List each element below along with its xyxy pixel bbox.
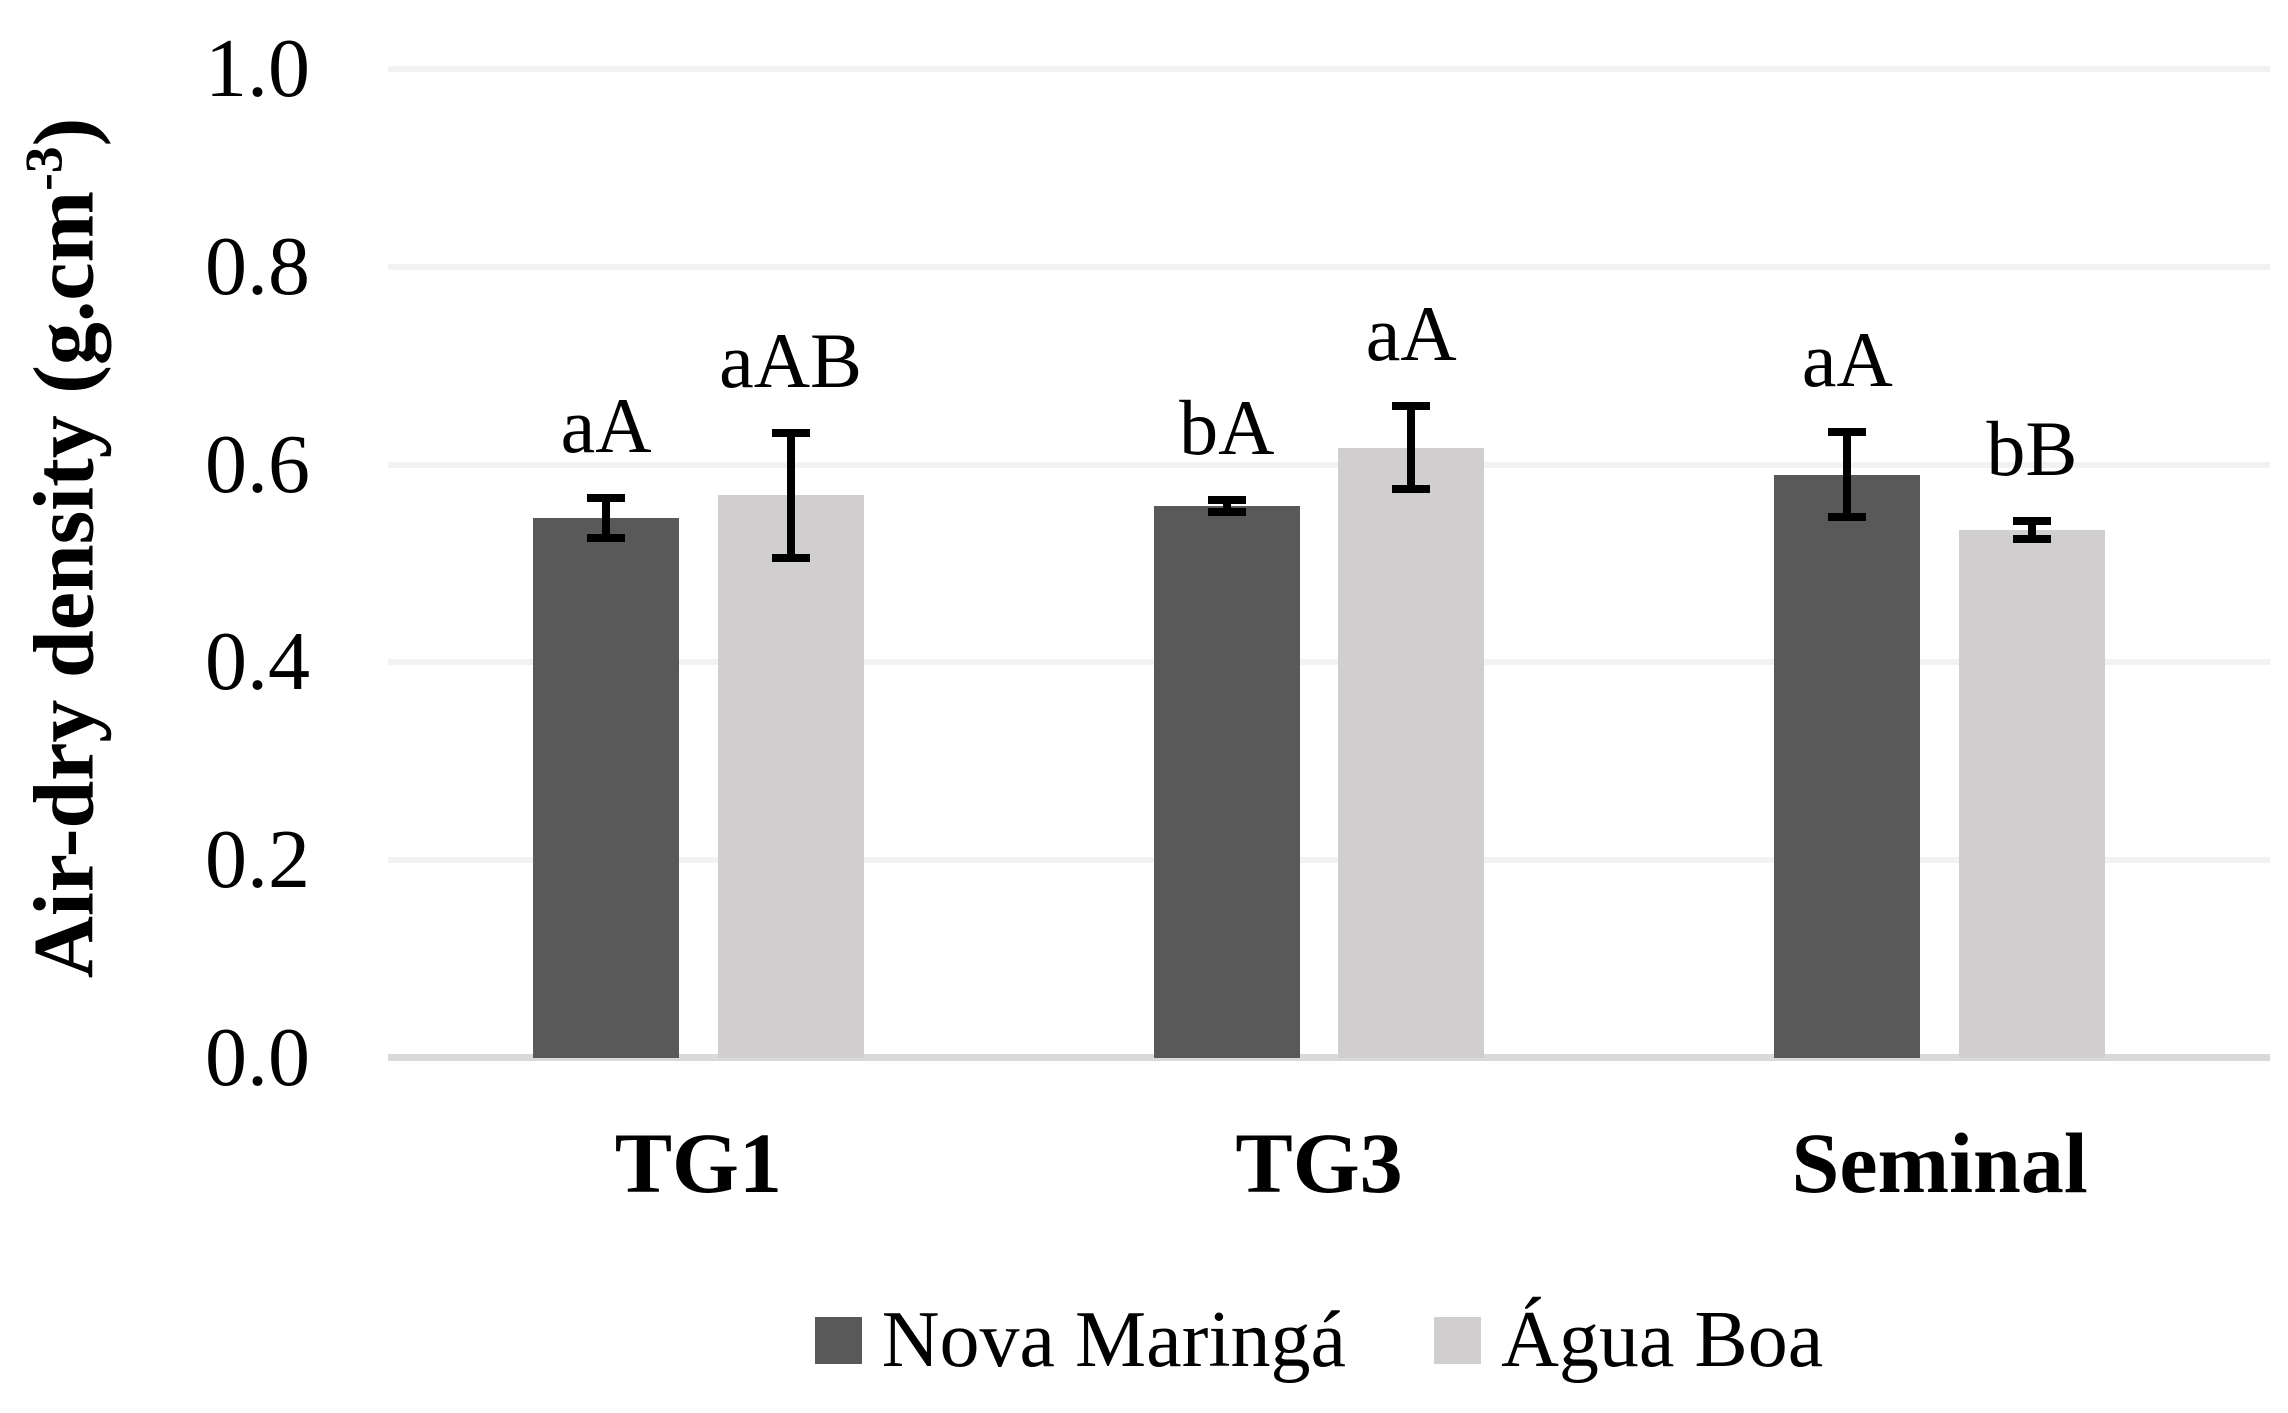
bar-annotation-agua-boa-tg3: aA <box>1365 290 1457 378</box>
error-bar-cap-bottom-agua-boa-tg3 <box>1392 485 1431 494</box>
error-bar-agua-boa-tg1 <box>786 432 795 558</box>
legend-item-agua-boa: Água Boa <box>1434 1300 1823 1380</box>
bar-nova-maringa-tg3 <box>1153 506 1300 1058</box>
error-bar-cap-bottom-nova-maringa-tg3 <box>1207 508 1246 517</box>
error-bar-cap-top-agua-boa-tg1 <box>771 428 810 437</box>
gridline-0.8 <box>388 263 2270 270</box>
bar-agua-boa-seminal <box>1958 529 2105 1058</box>
error-bar-cap-bottom-agua-boa-seminal <box>2012 534 2051 543</box>
bar-annotation-agua-boa-tg1: aAB <box>719 316 863 404</box>
y-tick-label-0.0: 0.0 <box>205 1011 310 1104</box>
x-axis-line <box>388 1054 2270 1061</box>
bar-nova-maringa-seminal <box>1774 474 1921 1058</box>
plot-area: aA bA aA aAB aA bB <box>388 66 2270 1061</box>
legend-label-nova-maringa: Nova Maringá <box>881 1296 1347 1384</box>
bar-agua-boa-tg1 <box>717 495 864 1058</box>
error-bar-cap-top-agua-boa-tg3 <box>1392 402 1431 411</box>
y-axis-title-end: ) <box>15 117 112 147</box>
error-bar-cap-top-nova-maringa-tg1 <box>587 494 626 503</box>
bar-annotation-agua-boa-seminal: bB <box>1986 404 2078 492</box>
y-tick-label-0.8: 0.8 <box>205 219 310 313</box>
legend-item-nova-maringa: Nova Maringá <box>814 1296 1347 1384</box>
error-bar-cap-top-agua-boa-seminal <box>2012 516 2051 525</box>
bar-annotation-nova-maringa-seminal: aA <box>1801 315 1893 403</box>
y-tick-label-0.4: 0.4 <box>205 615 310 709</box>
error-bar-nova-maringa-tg3 <box>1222 500 1231 513</box>
gridline-0.6 <box>388 461 2270 468</box>
legend-swatch-agua-boa-icon <box>1434 1316 1482 1364</box>
x-axis-label-tg1: TG1 <box>614 1115 782 1211</box>
error-bar-nova-maringa-tg1 <box>602 498 611 538</box>
bar-agua-boa-tg3 <box>1338 447 1485 1058</box>
bar-annotation-nova-maringa-tg1: aA <box>560 382 652 470</box>
gridline-0.2 <box>388 857 2270 864</box>
y-axis-title-superscript: -3 <box>13 146 74 191</box>
error-bar-cap-bottom-agua-boa-tg1 <box>771 553 810 562</box>
error-bar-agua-boa-tg3 <box>1407 406 1416 490</box>
gridline-1.0 <box>388 66 2270 72</box>
error-bar-cap-top-nova-maringa-tg3 <box>1207 496 1246 505</box>
error-bar-agua-boa-seminal <box>2027 520 2036 539</box>
y-tick-label-0.2: 0.2 <box>205 813 310 907</box>
gridline-0.4 <box>388 659 2270 666</box>
y-tick-label-1.0: 1.0 <box>205 22 310 115</box>
y-tick-label-0.6: 0.6 <box>205 417 310 511</box>
error-bar-cap-top-nova-maringa-seminal <box>1828 427 1867 436</box>
error-bar-nova-maringa-seminal <box>1843 431 1852 517</box>
bar-nova-maringa-tg1 <box>533 518 680 1058</box>
error-bar-cap-bottom-nova-maringa-tg1 <box>587 533 626 542</box>
x-axis-label-tg3: TG3 <box>1235 1115 1403 1211</box>
x-axis-label-seminal: Seminal <box>1791 1115 2088 1211</box>
legend: Nova Maringá Água Boa <box>388 1285 2250 1395</box>
bar-annotation-nova-maringa-tg3: bA <box>1179 384 1275 472</box>
legend-swatch-nova-maringa-icon <box>814 1316 862 1364</box>
legend-label-agua-boa: Água Boa <box>1501 1296 1824 1384</box>
error-bar-cap-bottom-nova-maringa-seminal <box>1828 513 1867 522</box>
